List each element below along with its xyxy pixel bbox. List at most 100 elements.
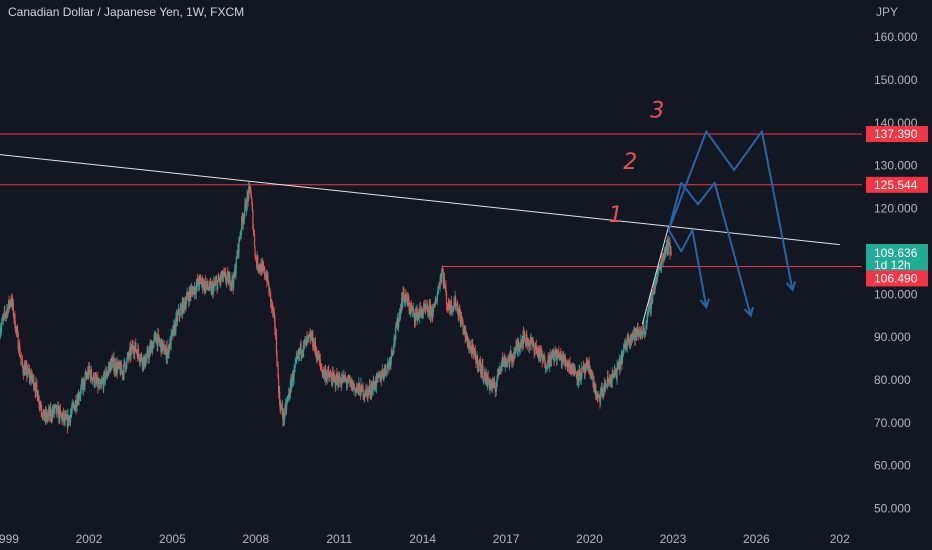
candle-body <box>395 326 397 339</box>
candle-body <box>100 383 102 385</box>
candle-body <box>334 376 336 377</box>
candle-body <box>276 352 278 366</box>
candle-body <box>446 304 448 306</box>
candle-body <box>111 361 113 369</box>
candle-body <box>499 368 501 370</box>
candle-body <box>330 374 332 377</box>
candle-body <box>597 395 599 397</box>
candle-body <box>335 384 337 386</box>
candle-body <box>458 312 460 317</box>
candle-body <box>134 347 136 354</box>
candle-body <box>391 349 393 353</box>
candle-body <box>470 345 472 350</box>
candle-body <box>381 370 383 378</box>
candle-body <box>180 308 182 309</box>
candle-body <box>291 380 293 388</box>
candle-body <box>577 380 580 382</box>
candle-body <box>283 416 286 421</box>
candle-body <box>187 292 189 297</box>
candle-body <box>9 302 11 307</box>
candle-body <box>307 336 309 338</box>
projection-label: 1 <box>609 203 623 228</box>
candle-body <box>469 346 471 349</box>
candle-body <box>89 370 91 372</box>
candle-body <box>38 396 40 405</box>
candle-body <box>214 284 216 286</box>
candle-body <box>509 354 511 365</box>
candle-body <box>505 361 507 363</box>
candle-body <box>315 350 317 353</box>
candle-body <box>341 379 343 385</box>
candle-body <box>212 286 214 295</box>
candle-body <box>271 300 273 307</box>
candle-body <box>297 356 299 357</box>
candle-body <box>211 286 213 294</box>
candle-body <box>322 373 324 376</box>
candle-body <box>506 359 509 364</box>
candle-body <box>158 340 160 344</box>
candle-body <box>136 351 138 353</box>
candle-body <box>104 372 106 382</box>
candle-body <box>2 317 4 319</box>
candle-body <box>532 340 534 343</box>
candle-body <box>124 361 126 366</box>
candle-body <box>42 412 44 418</box>
candle-body <box>417 314 419 321</box>
candle-body <box>214 282 217 285</box>
candle-body <box>186 296 188 302</box>
candle-body <box>158 334 160 341</box>
candle-body <box>200 279 202 285</box>
candle-body <box>552 351 554 355</box>
candle-body <box>530 338 533 342</box>
candle-body <box>20 358 22 360</box>
candle-body <box>178 309 180 316</box>
candle-body <box>429 305 431 306</box>
candle-body <box>444 285 446 287</box>
candle-body <box>647 310 649 312</box>
candle-body <box>411 307 413 311</box>
candle-body <box>241 216 243 220</box>
candle-body <box>572 363 574 374</box>
candle-body <box>463 327 465 331</box>
y-tick-label: 90.000 <box>874 330 911 344</box>
candle-body <box>602 389 604 396</box>
candle-body <box>606 386 608 387</box>
candle-body <box>31 371 33 380</box>
candle-body <box>622 352 624 355</box>
projection-arrowhead <box>699 298 711 310</box>
candle-body <box>347 376 349 383</box>
candle-body <box>651 295 653 304</box>
candle-body <box>598 394 601 400</box>
candle-body <box>628 338 630 343</box>
candle-body <box>386 365 388 374</box>
level-price-tag <box>866 176 928 193</box>
candle-body <box>269 292 272 303</box>
candle-body <box>273 312 275 313</box>
candle-body <box>545 367 548 369</box>
candle-body <box>640 332 642 335</box>
candle-body <box>130 348 132 357</box>
candle-body <box>528 338 530 347</box>
candle-body <box>225 273 227 281</box>
candle-body <box>3 314 5 318</box>
candle-body <box>383 369 386 376</box>
candle-body <box>652 289 655 295</box>
candle-body <box>607 377 609 379</box>
candle-body <box>575 372 577 375</box>
candle-body <box>287 397 289 401</box>
candle-body <box>554 349 557 355</box>
candle-body <box>125 367 127 370</box>
candle-body <box>607 378 610 382</box>
candle-body <box>164 353 166 355</box>
candle-body <box>360 384 362 397</box>
candle-body <box>245 201 247 210</box>
candle-body <box>179 308 181 317</box>
candle-body <box>255 255 257 257</box>
candle-body <box>209 282 211 284</box>
candle-body <box>292 373 294 382</box>
candle-body <box>120 363 122 371</box>
candle-body <box>340 380 342 385</box>
candle-body <box>249 185 251 188</box>
candle-body <box>36 384 38 391</box>
